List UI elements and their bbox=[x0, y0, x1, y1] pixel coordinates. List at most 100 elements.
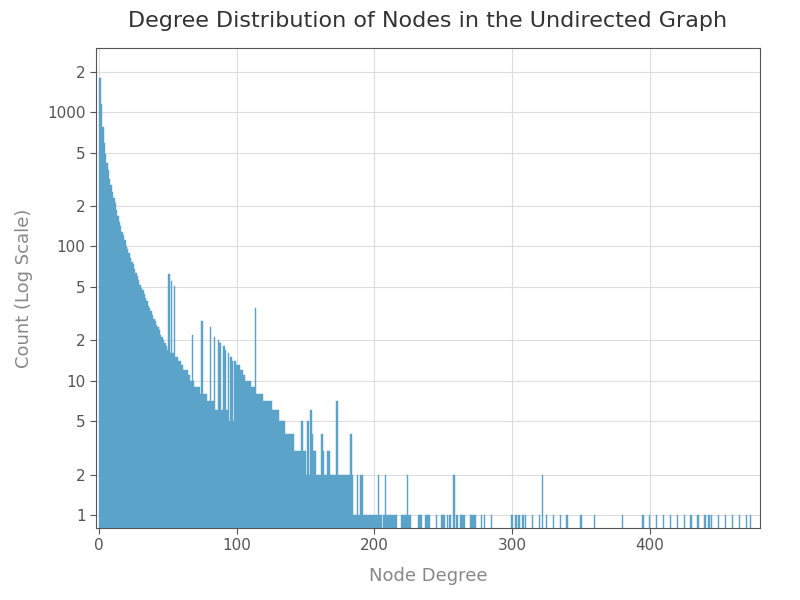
Bar bbox=[126, 246, 127, 600]
Bar bbox=[460, 515, 462, 600]
Bar bbox=[295, 451, 297, 600]
Bar bbox=[356, 515, 357, 600]
Bar bbox=[462, 515, 463, 600]
Bar bbox=[387, 515, 389, 600]
Bar bbox=[217, 410, 218, 600]
Bar bbox=[343, 475, 345, 600]
Bar bbox=[376, 515, 378, 600]
Bar bbox=[299, 451, 301, 600]
Title: Degree Distribution of Nodes in the Undirected Graph: Degree Distribution of Nodes in the Undi… bbox=[129, 11, 727, 31]
Bar bbox=[194, 387, 196, 600]
Bar bbox=[307, 421, 309, 600]
Bar bbox=[257, 394, 258, 600]
Bar bbox=[156, 325, 158, 600]
Bar bbox=[345, 475, 346, 600]
Bar bbox=[244, 375, 246, 600]
Bar bbox=[130, 258, 131, 600]
Bar bbox=[375, 515, 376, 600]
Bar bbox=[106, 163, 108, 600]
Bar bbox=[294, 451, 295, 600]
Bar bbox=[258, 394, 259, 600]
Bar bbox=[313, 451, 314, 600]
Bar bbox=[116, 210, 118, 600]
Bar bbox=[102, 127, 103, 600]
Bar bbox=[559, 515, 561, 600]
Bar bbox=[553, 515, 554, 600]
Bar bbox=[318, 475, 320, 600]
Bar bbox=[133, 264, 134, 600]
Bar bbox=[219, 343, 221, 600]
Bar bbox=[134, 269, 135, 600]
Bar bbox=[379, 515, 381, 600]
Bar bbox=[177, 357, 178, 600]
Bar bbox=[146, 301, 148, 600]
Bar bbox=[162, 337, 163, 600]
Bar bbox=[406, 475, 408, 600]
Bar bbox=[226, 410, 227, 600]
Bar bbox=[292, 434, 294, 600]
Bar bbox=[211, 401, 213, 600]
Bar bbox=[145, 298, 146, 600]
Bar bbox=[331, 475, 332, 600]
Bar bbox=[366, 515, 368, 600]
Bar bbox=[378, 475, 379, 600]
Bar bbox=[124, 240, 126, 600]
Bar bbox=[274, 410, 276, 600]
Bar bbox=[354, 515, 356, 600]
Bar bbox=[542, 475, 543, 600]
Bar bbox=[324, 475, 326, 600]
Bar bbox=[305, 451, 306, 600]
Bar bbox=[364, 515, 366, 600]
Bar bbox=[385, 475, 386, 600]
Bar bbox=[261, 394, 262, 600]
Bar bbox=[456, 515, 458, 600]
Bar bbox=[683, 515, 685, 600]
Bar bbox=[206, 394, 207, 600]
Bar bbox=[303, 451, 305, 600]
Bar bbox=[711, 515, 713, 600]
Bar bbox=[288, 434, 290, 600]
Bar bbox=[233, 421, 234, 600]
Bar bbox=[272, 410, 273, 600]
Bar bbox=[118, 223, 120, 600]
Bar bbox=[277, 410, 278, 600]
Bar bbox=[298, 451, 299, 600]
Bar bbox=[386, 515, 387, 600]
Bar bbox=[103, 143, 105, 600]
Bar bbox=[259, 394, 261, 600]
Bar bbox=[383, 515, 385, 600]
Bar bbox=[170, 353, 171, 600]
Bar bbox=[139, 284, 141, 600]
Bar bbox=[105, 154, 106, 600]
Bar bbox=[282, 421, 284, 600]
Bar bbox=[341, 475, 342, 600]
Bar bbox=[349, 475, 350, 600]
Bar bbox=[511, 515, 513, 600]
Bar bbox=[421, 515, 422, 600]
Bar bbox=[750, 515, 751, 600]
Bar bbox=[358, 515, 360, 600]
Bar bbox=[342, 475, 343, 600]
Bar bbox=[198, 387, 200, 600]
Bar bbox=[525, 515, 526, 600]
Bar bbox=[137, 276, 138, 600]
Bar bbox=[346, 475, 347, 600]
Bar bbox=[238, 365, 240, 600]
Bar bbox=[188, 375, 189, 600]
Bar bbox=[353, 515, 354, 600]
Bar bbox=[225, 350, 226, 600]
Bar bbox=[135, 274, 137, 600]
Bar bbox=[444, 515, 446, 600]
Bar bbox=[427, 515, 429, 600]
Bar bbox=[207, 401, 208, 600]
Bar bbox=[204, 394, 206, 600]
Bar bbox=[725, 515, 726, 600]
Bar bbox=[708, 515, 710, 600]
Bar bbox=[419, 515, 421, 600]
Bar bbox=[183, 370, 185, 600]
Bar bbox=[273, 410, 274, 600]
Bar bbox=[246, 380, 247, 600]
Bar bbox=[185, 370, 186, 600]
Bar bbox=[402, 515, 404, 600]
Bar bbox=[401, 515, 402, 600]
